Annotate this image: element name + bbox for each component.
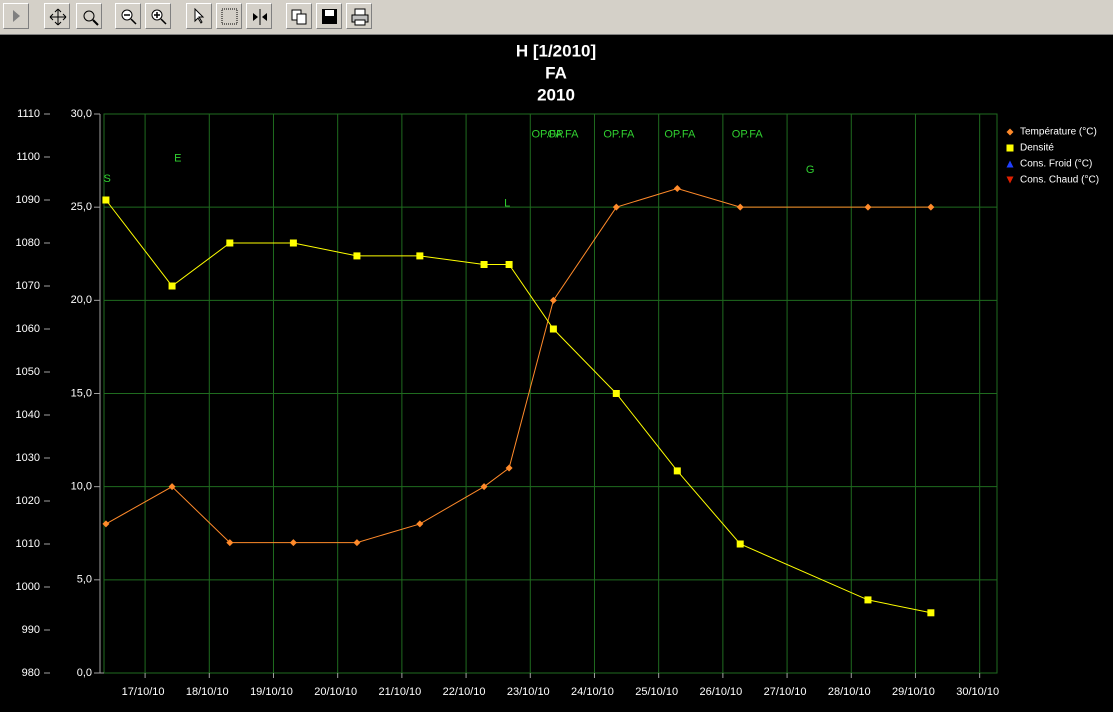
pan-button[interactable] xyxy=(44,3,70,29)
annotation: OP.FA xyxy=(732,128,764,140)
zoom-out-button[interactable] xyxy=(115,3,141,29)
point xyxy=(416,520,424,528)
save-button[interactable] xyxy=(316,3,342,29)
y-tick-label: 1100 xyxy=(16,151,40,163)
legend-marker xyxy=(1006,128,1014,136)
x-tick-label: 29/10/10 xyxy=(892,686,935,698)
y2-tick-label: 10,0 xyxy=(71,481,92,493)
x-tick-label: 24/10/10 xyxy=(571,686,614,698)
y-tick-label: 990 xyxy=(22,624,40,636)
x-tick-label: 30/10/10 xyxy=(956,686,999,698)
legend-label: Cons. Chaud (°C) xyxy=(1020,175,1099,186)
point xyxy=(864,203,872,211)
y-tick-label: 1040 xyxy=(16,409,40,421)
point xyxy=(505,261,513,268)
annotation: OP.FA xyxy=(664,128,696,140)
x-tick-label: 21/10/10 xyxy=(378,686,421,698)
point xyxy=(612,203,620,211)
annotation: OP.FA xyxy=(603,128,635,140)
y-tick-label: 1080 xyxy=(16,237,40,249)
x-tick-label: 18/10/10 xyxy=(186,686,229,698)
point xyxy=(226,539,234,547)
point xyxy=(226,239,234,247)
point xyxy=(102,196,110,204)
print-button[interactable] xyxy=(346,3,372,29)
point xyxy=(736,540,744,548)
y-tick-label: 1090 xyxy=(16,194,40,206)
x-tick-label: 20/10/10 xyxy=(314,686,357,698)
y-tick-label: 1020 xyxy=(16,495,40,507)
split-button[interactable] xyxy=(246,3,272,29)
point xyxy=(736,203,744,211)
legend-label: Cons. Froid (°C) xyxy=(1020,159,1092,170)
legend-marker xyxy=(1006,160,1014,168)
x-tick-label: 23/10/10 xyxy=(507,686,550,698)
y-tick-label: 1110 xyxy=(17,108,40,120)
y2-tick-label: 25,0 xyxy=(71,201,92,213)
point xyxy=(480,483,488,491)
play-button[interactable] xyxy=(3,3,29,29)
annotation: OP.FA xyxy=(548,128,580,140)
y2-tick-label: 5,0 xyxy=(77,574,92,586)
annotation: E xyxy=(174,153,181,165)
y2-tick-label: 30,0 xyxy=(71,108,92,120)
y-tick-label: 980 xyxy=(22,667,40,679)
zoom-box-button[interactable] xyxy=(76,3,102,29)
point xyxy=(353,252,361,260)
point xyxy=(480,261,488,268)
chart-title: 2010 xyxy=(537,85,575,104)
y-tick-label: 1030 xyxy=(16,452,40,464)
legend-label: Densité xyxy=(1020,143,1054,154)
chart-title: FA xyxy=(545,63,567,82)
select-button[interactable] xyxy=(186,3,212,29)
chart: H [1/2010] FA 2010 980 990 1000 1010 1020 103… xyxy=(16,41,1100,698)
point xyxy=(612,390,620,397)
point xyxy=(168,483,176,491)
y2-tick-label: 20,0 xyxy=(71,294,92,306)
x-tick-label: 26/10/10 xyxy=(699,686,742,698)
y2-tick-label: 15,0 xyxy=(71,387,92,399)
point xyxy=(673,467,681,475)
y-tick-label: 1070 xyxy=(16,280,40,292)
y2-tick-label: 0,0 xyxy=(77,667,92,679)
y-tick-label: 1000 xyxy=(16,581,40,593)
x-tick-label: 28/10/10 xyxy=(828,686,871,698)
annotation: OP.FA xyxy=(531,128,563,140)
zoom-in-button[interactable] xyxy=(145,3,171,29)
box-select-button[interactable] xyxy=(216,3,242,29)
point xyxy=(927,203,935,211)
point xyxy=(927,609,935,617)
x-tick-label: 17/10/10 xyxy=(122,686,165,698)
point xyxy=(102,520,110,528)
point xyxy=(549,325,557,333)
x-tick-label: 22/10/10 xyxy=(443,686,486,698)
legend-label: Température (°C) xyxy=(1020,127,1097,138)
series-line xyxy=(105,199,931,614)
toolbar xyxy=(0,0,1113,35)
point xyxy=(864,596,872,604)
y-tick-label: 1060 xyxy=(16,323,40,335)
x-tick-label: 19/10/10 xyxy=(250,686,293,698)
x-tick-label: 27/10/10 xyxy=(764,686,807,698)
annotation: G xyxy=(806,164,815,176)
point xyxy=(168,282,176,290)
legend-marker xyxy=(1006,176,1014,184)
point xyxy=(289,539,297,547)
annotation: S xyxy=(104,173,111,185)
point xyxy=(673,185,681,193)
point xyxy=(549,296,557,304)
series-line xyxy=(105,188,931,544)
copy-button[interactable] xyxy=(286,3,312,29)
y-tick-label: 1010 xyxy=(16,538,40,550)
annotation: L xyxy=(504,197,510,209)
legend-marker xyxy=(1006,144,1014,152)
y-tick-label: 1050 xyxy=(16,366,40,378)
point xyxy=(353,539,361,547)
x-tick-label: 25/10/10 xyxy=(635,686,678,698)
point xyxy=(416,252,424,260)
point xyxy=(289,239,297,247)
point xyxy=(505,464,513,472)
chart-title: H [1/2010] xyxy=(516,41,596,60)
